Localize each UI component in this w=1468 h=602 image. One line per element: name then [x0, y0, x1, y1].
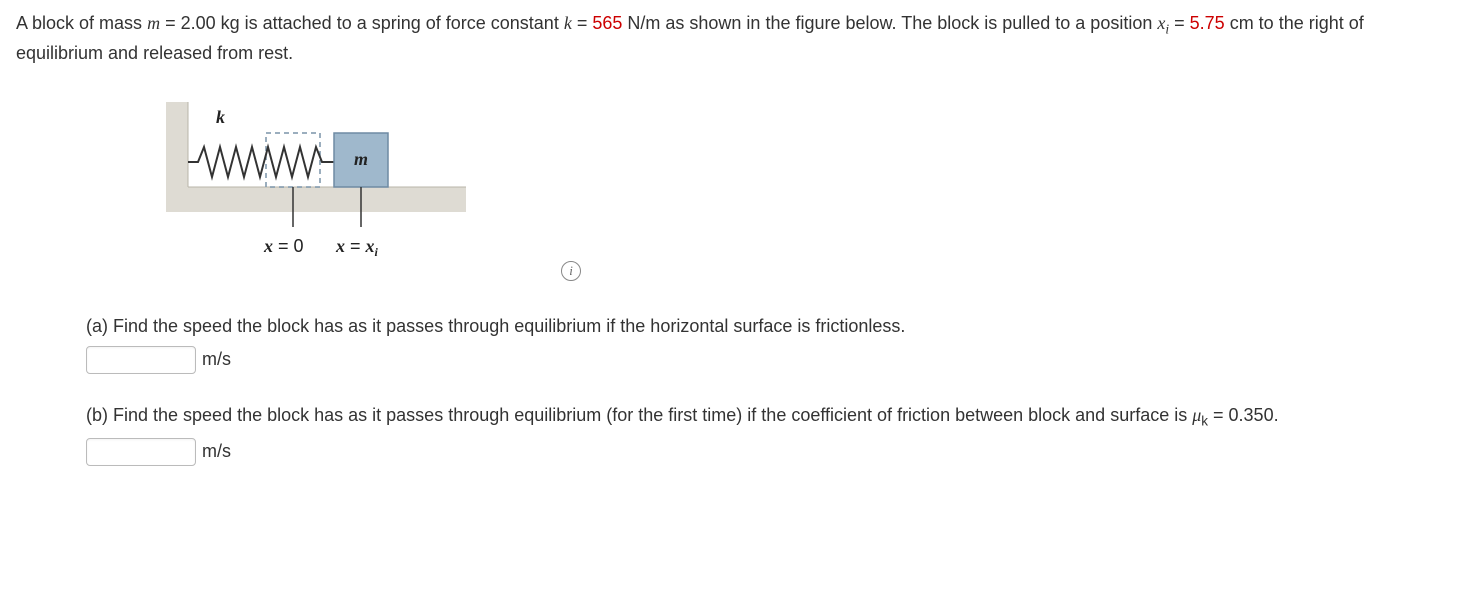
- part-b-text: (b) Find the speed the block has as it p…: [86, 402, 1452, 432]
- symbol-k: k: [564, 13, 572, 33]
- subscript-k: k: [1201, 413, 1208, 428]
- figure-svg: k m x = 0 x = xi: [156, 87, 496, 277]
- label-x0: x = 0: [263, 236, 304, 256]
- figure: k m x = 0 x = xi i: [156, 87, 1452, 285]
- text: (b) Find the speed the block has as it p…: [86, 405, 1192, 425]
- part-a-text: (a) Find the speed the block has as it p…: [86, 313, 1452, 340]
- answer-input-b[interactable]: [86, 438, 196, 466]
- text: =: [160, 13, 181, 33]
- text: N/m as shown in the figure below. The bl…: [622, 13, 1157, 33]
- text: A block of mass: [16, 13, 147, 33]
- label-m: m: [354, 149, 368, 169]
- symbol-mu: μ: [1192, 405, 1201, 425]
- problem-statement: A block of mass m = 2.00 kg is attached …: [16, 10, 1452, 67]
- value-xi: 5.75: [1190, 13, 1225, 33]
- text: kg is attached to a spring of force cons…: [216, 13, 564, 33]
- value-k: 565: [592, 13, 622, 33]
- answer-input-a[interactable]: [86, 346, 196, 374]
- value-m: 2.00: [181, 13, 216, 33]
- label-xi: x = xi: [335, 236, 379, 259]
- text: =: [1169, 13, 1190, 33]
- part-a: (a) Find the speed the block has as it p…: [86, 313, 1452, 374]
- symbol-m: m: [147, 13, 160, 33]
- info-icon[interactable]: i: [561, 261, 581, 281]
- part-b: (b) Find the speed the block has as it p…: [86, 402, 1452, 466]
- value-mu: 0.350.: [1229, 405, 1279, 425]
- info-icon-wrap: i: [561, 256, 581, 283]
- label-k: k: [216, 107, 225, 127]
- text: =: [572, 13, 593, 33]
- unit-a: m/s: [202, 346, 231, 373]
- unit-b: m/s: [202, 438, 231, 465]
- text: =: [1208, 405, 1229, 425]
